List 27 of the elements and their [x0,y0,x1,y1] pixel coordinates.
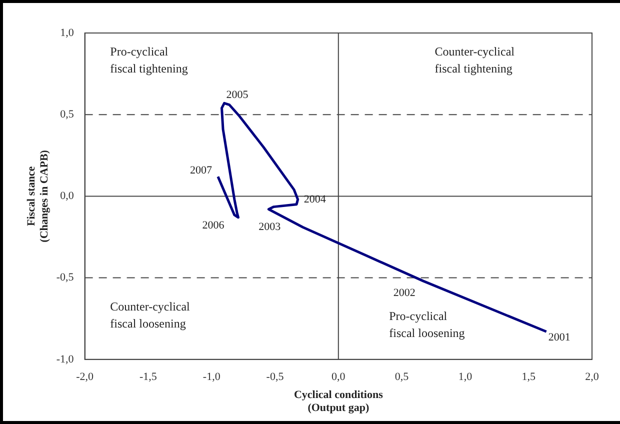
x-tick-label: -1,0 [202,370,221,383]
annotation: 2004 [304,193,326,206]
annotation: 2002 [393,286,416,299]
y-tick-label: 1,0 [60,26,74,39]
annotation: 2007 [190,164,212,177]
x-tick-label: 1,5 [522,370,536,383]
x-tick-label: 2,0 [585,370,600,383]
y-tick-label: 0,5 [60,108,74,120]
x-tick-label: -1,5 [140,370,158,383]
annotation: Pro-cyclical fiscal loosening [389,309,465,340]
annotation: Counter-cyclical fiscal loosening [110,299,191,330]
y-tick-label: -0,5 [56,272,74,284]
annotation: Pro-cyclical fiscal tightening [110,44,188,76]
x-tick-label: -0,5 [266,370,284,383]
x-tick-label: -2,0 [76,370,94,383]
y-tick-label: 0,0 [60,190,74,202]
annotation: 2003 [258,221,282,234]
y-axis-title: Fiscal stance (Changes in CAPB) [25,150,51,242]
x-tick-label: 1,0 [458,370,473,383]
x-axis-title: Cyclical conditions (Output gap) [294,389,384,414]
annotation: Counter-cyclical fiscal tightening [434,44,516,76]
x-tick-label: 0,0 [332,370,346,383]
y-tick-label: -1,0 [56,353,74,366]
annotation: 2006 [202,219,225,232]
annotation: 2001 [548,332,570,344]
x-tick-label: 0,5 [394,370,410,383]
annotation: 2005 [226,89,249,102]
